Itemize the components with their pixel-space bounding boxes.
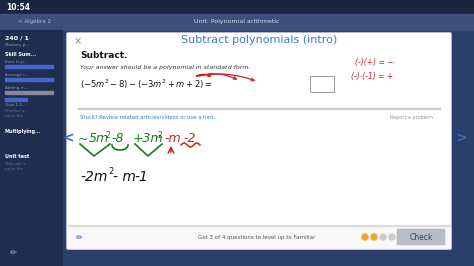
Bar bbox=[0, 0, 474, 14]
Text: Average r...: Average r... bbox=[5, 73, 28, 77]
Text: - m: - m bbox=[113, 170, 136, 184]
Text: >: > bbox=[456, 131, 468, 145]
Bar bbox=[5, 78, 53, 81]
Bar bbox=[310, 76, 334, 92]
Text: Subtract polynomials (intro): Subtract polynomials (intro) bbox=[181, 35, 337, 45]
Text: 2: 2 bbox=[106, 131, 111, 139]
Text: -8: -8 bbox=[111, 132, 124, 146]
FancyBboxPatch shape bbox=[397, 229, 445, 245]
Text: up to the...: up to the... bbox=[5, 114, 27, 118]
Text: -2m: -2m bbox=[80, 170, 108, 184]
Text: +3m: +3m bbox=[133, 132, 164, 146]
Text: Unit test: Unit test bbox=[5, 153, 29, 159]
Text: 5m: 5m bbox=[89, 132, 109, 146]
Text: Mastery p...: Mastery p... bbox=[5, 43, 29, 47]
Text: Your answer should be a polynomial in standard form.: Your answer should be a polynomial in st… bbox=[80, 64, 251, 69]
Bar bbox=[5, 65, 53, 68]
Text: (-)⋅(-1) = +: (-)⋅(-1) = + bbox=[351, 72, 393, 81]
Text: ✏: ✏ bbox=[76, 232, 83, 242]
Circle shape bbox=[389, 234, 395, 240]
Circle shape bbox=[371, 234, 377, 240]
FancyArrowPatch shape bbox=[197, 74, 254, 81]
Text: $(-5m^2 - 8) - (-3m^2 + m + 2) =$: $(-5m^2 - 8) - (-3m^2 + m + 2) =$ bbox=[80, 77, 212, 91]
Text: Check: Check bbox=[410, 232, 433, 242]
Text: 2: 2 bbox=[158, 131, 163, 139]
Text: Practice a...: Practice a... bbox=[5, 109, 28, 113]
Text: -2: -2 bbox=[183, 132, 195, 146]
Bar bbox=[0, 30, 62, 266]
Text: ~: ~ bbox=[78, 132, 89, 146]
Text: Quiz 1-5...: Quiz 1-5... bbox=[5, 103, 26, 107]
Text: Report a problem: Report a problem bbox=[390, 114, 433, 119]
Text: Intro to p...: Intro to p... bbox=[5, 60, 27, 64]
Circle shape bbox=[362, 234, 368, 240]
Text: Multiplying...: Multiplying... bbox=[5, 128, 42, 134]
Text: Adding m...: Adding m... bbox=[5, 86, 28, 90]
FancyArrowPatch shape bbox=[197, 74, 236, 79]
Text: 10:54: 10:54 bbox=[6, 2, 30, 11]
Bar bbox=[68, 226, 450, 248]
Text: Stuck? Review related articles/videos or use a hint.: Stuck? Review related articles/videos or… bbox=[80, 114, 215, 119]
Bar bbox=[0, 14, 474, 30]
Text: < Algebra 2: < Algebra 2 bbox=[18, 19, 51, 24]
Bar bbox=[5, 91, 53, 94]
Bar bbox=[68, 225, 450, 226]
Text: -1: -1 bbox=[134, 170, 148, 184]
FancyArrowPatch shape bbox=[197, 74, 210, 77]
Text: (-)(+) = −: (-)(+) = − bbox=[355, 57, 393, 66]
Text: Subtract.: Subtract. bbox=[80, 52, 128, 60]
Text: Unit: Polynomial arithmetic: Unit: Polynomial arithmetic bbox=[194, 19, 280, 24]
Text: <: < bbox=[63, 131, 74, 145]
FancyBboxPatch shape bbox=[66, 32, 452, 250]
Text: -m: -m bbox=[164, 132, 181, 146]
Text: Skill Sum...: Skill Sum... bbox=[5, 52, 36, 56]
Text: This unit s...: This unit s... bbox=[5, 162, 29, 166]
Text: ×: × bbox=[74, 36, 82, 46]
Text: 2: 2 bbox=[108, 168, 113, 177]
Text: up to the...: up to the... bbox=[5, 167, 27, 171]
Text: ✏: ✏ bbox=[10, 247, 17, 256]
Circle shape bbox=[380, 234, 386, 240]
Text: Get 3 of 4 questions to level up to Familiar: Get 3 of 4 questions to level up to Fami… bbox=[198, 235, 315, 239]
Bar bbox=[5, 98, 27, 101]
Text: 240 / 1: 240 / 1 bbox=[5, 35, 29, 40]
